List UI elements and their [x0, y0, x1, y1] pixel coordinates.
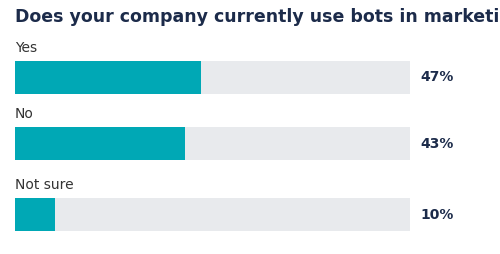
- Text: 10%: 10%: [420, 208, 454, 222]
- Text: Does your company currently use bots in marketing?: Does your company currently use bots in …: [15, 8, 500, 26]
- Text: Yes: Yes: [15, 41, 37, 55]
- Text: No: No: [15, 107, 34, 121]
- Text: Not sure: Not sure: [15, 178, 74, 192]
- Text: 43%: 43%: [420, 136, 454, 151]
- Text: 47%: 47%: [420, 70, 454, 85]
